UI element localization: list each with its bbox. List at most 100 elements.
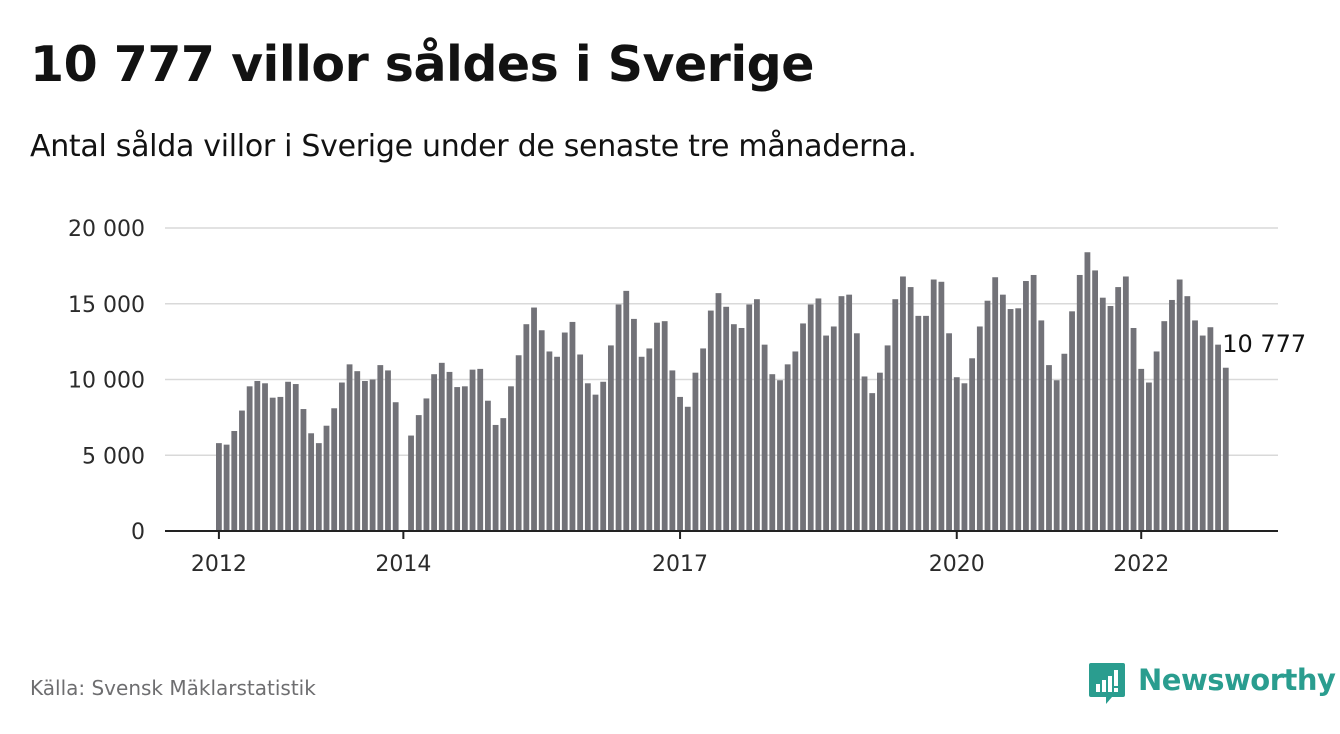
bar xyxy=(692,372,699,531)
bar xyxy=(323,425,330,531)
bar xyxy=(1030,274,1037,531)
bar xyxy=(938,281,945,531)
bar xyxy=(1122,276,1129,531)
bar xyxy=(961,383,968,531)
bar xyxy=(1015,308,1022,531)
bar xyxy=(262,383,268,531)
bar xyxy=(1007,309,1014,531)
bar xyxy=(907,287,914,531)
bar xyxy=(315,443,322,531)
newsworthy-logo[interactable]: Newsworthy xyxy=(1088,660,1336,708)
bar xyxy=(800,323,806,531)
bars xyxy=(216,252,1229,532)
bar xyxy=(984,300,991,531)
bar xyxy=(1023,281,1029,531)
bar xyxy=(1215,344,1221,531)
bar xyxy=(969,358,976,531)
bar xyxy=(607,345,614,531)
bar xyxy=(523,324,530,531)
bar xyxy=(723,306,730,531)
bar xyxy=(377,365,384,531)
bar xyxy=(646,348,653,531)
x-tick-label: 2022 xyxy=(1113,552,1169,577)
x-tick-label: 2017 xyxy=(652,552,708,577)
page-subtitle: Antal sålda villor i Sverige under de se… xyxy=(30,129,917,164)
bar xyxy=(923,315,929,531)
bar xyxy=(508,386,514,531)
y-tick-label: 5 000 xyxy=(82,444,145,469)
bar xyxy=(1046,365,1052,531)
bar xyxy=(308,433,315,531)
bar xyxy=(738,327,745,531)
bar xyxy=(1099,297,1106,531)
bar xyxy=(792,351,799,531)
bar xyxy=(569,321,576,531)
bar xyxy=(1176,279,1183,531)
bar xyxy=(1184,296,1191,531)
bar xyxy=(615,304,622,531)
bar xyxy=(1146,382,1152,531)
bar xyxy=(707,310,714,531)
bar xyxy=(677,396,683,531)
highlight-value-label: 10 777 xyxy=(1222,330,1306,358)
bar xyxy=(385,370,391,531)
x-tick-label: 2020 xyxy=(929,552,985,577)
bar xyxy=(946,333,952,531)
highlight-callout: 10 777 xyxy=(1220,328,1309,361)
bar xyxy=(631,318,637,531)
bar xyxy=(730,324,737,531)
bar xyxy=(1084,252,1091,532)
bar xyxy=(1153,351,1160,531)
bar xyxy=(823,335,829,531)
y-tick-label: 0 xyxy=(131,520,145,545)
bar xyxy=(1053,380,1060,531)
bar xyxy=(254,381,261,531)
bar xyxy=(415,415,422,531)
bar xyxy=(346,364,353,531)
bar xyxy=(1130,327,1137,531)
bar xyxy=(900,276,906,531)
bar xyxy=(761,344,768,531)
bar-chart: 0 5 000 10 000 15 000 20 000 2012 2014 2017 202… xyxy=(68,217,1309,577)
bar xyxy=(454,387,461,531)
newsworthy-logo-icon xyxy=(1089,663,1125,704)
bar xyxy=(715,293,722,531)
bar xyxy=(915,315,922,531)
bar xyxy=(246,386,253,531)
x-axis-ticks: 2012 2014 2017 2020 2022 xyxy=(191,531,1169,577)
bar xyxy=(546,351,553,531)
bar xyxy=(1076,274,1083,531)
bar xyxy=(769,374,776,531)
bar xyxy=(554,356,560,531)
page-title: 10 777 villor såldes i Sverige xyxy=(30,36,814,93)
bar xyxy=(1061,353,1068,531)
bar xyxy=(577,354,584,531)
bar xyxy=(1169,299,1175,531)
y-tick-label: 20 000 xyxy=(68,217,145,242)
y-tick-label: 15 000 xyxy=(68,293,145,318)
newsworthy-brand-name: Newsworthy xyxy=(1138,663,1336,697)
bar xyxy=(754,299,760,531)
bar xyxy=(331,408,338,531)
bar xyxy=(269,397,276,531)
bar xyxy=(561,332,568,531)
bar xyxy=(661,321,668,531)
bar xyxy=(392,402,399,531)
x-tick-label: 2012 xyxy=(191,552,247,577)
bar xyxy=(700,348,707,531)
bar xyxy=(223,444,230,531)
bar xyxy=(746,304,753,531)
bar xyxy=(461,386,468,531)
bar xyxy=(777,380,783,531)
bar xyxy=(992,277,999,531)
bar xyxy=(338,382,345,531)
bar xyxy=(300,409,307,531)
bar xyxy=(877,372,883,531)
bar xyxy=(953,377,960,531)
bar xyxy=(654,322,660,531)
bar xyxy=(423,398,430,531)
bar xyxy=(784,364,791,531)
bar xyxy=(469,369,476,531)
bar xyxy=(1092,270,1098,531)
bar xyxy=(1207,327,1214,531)
